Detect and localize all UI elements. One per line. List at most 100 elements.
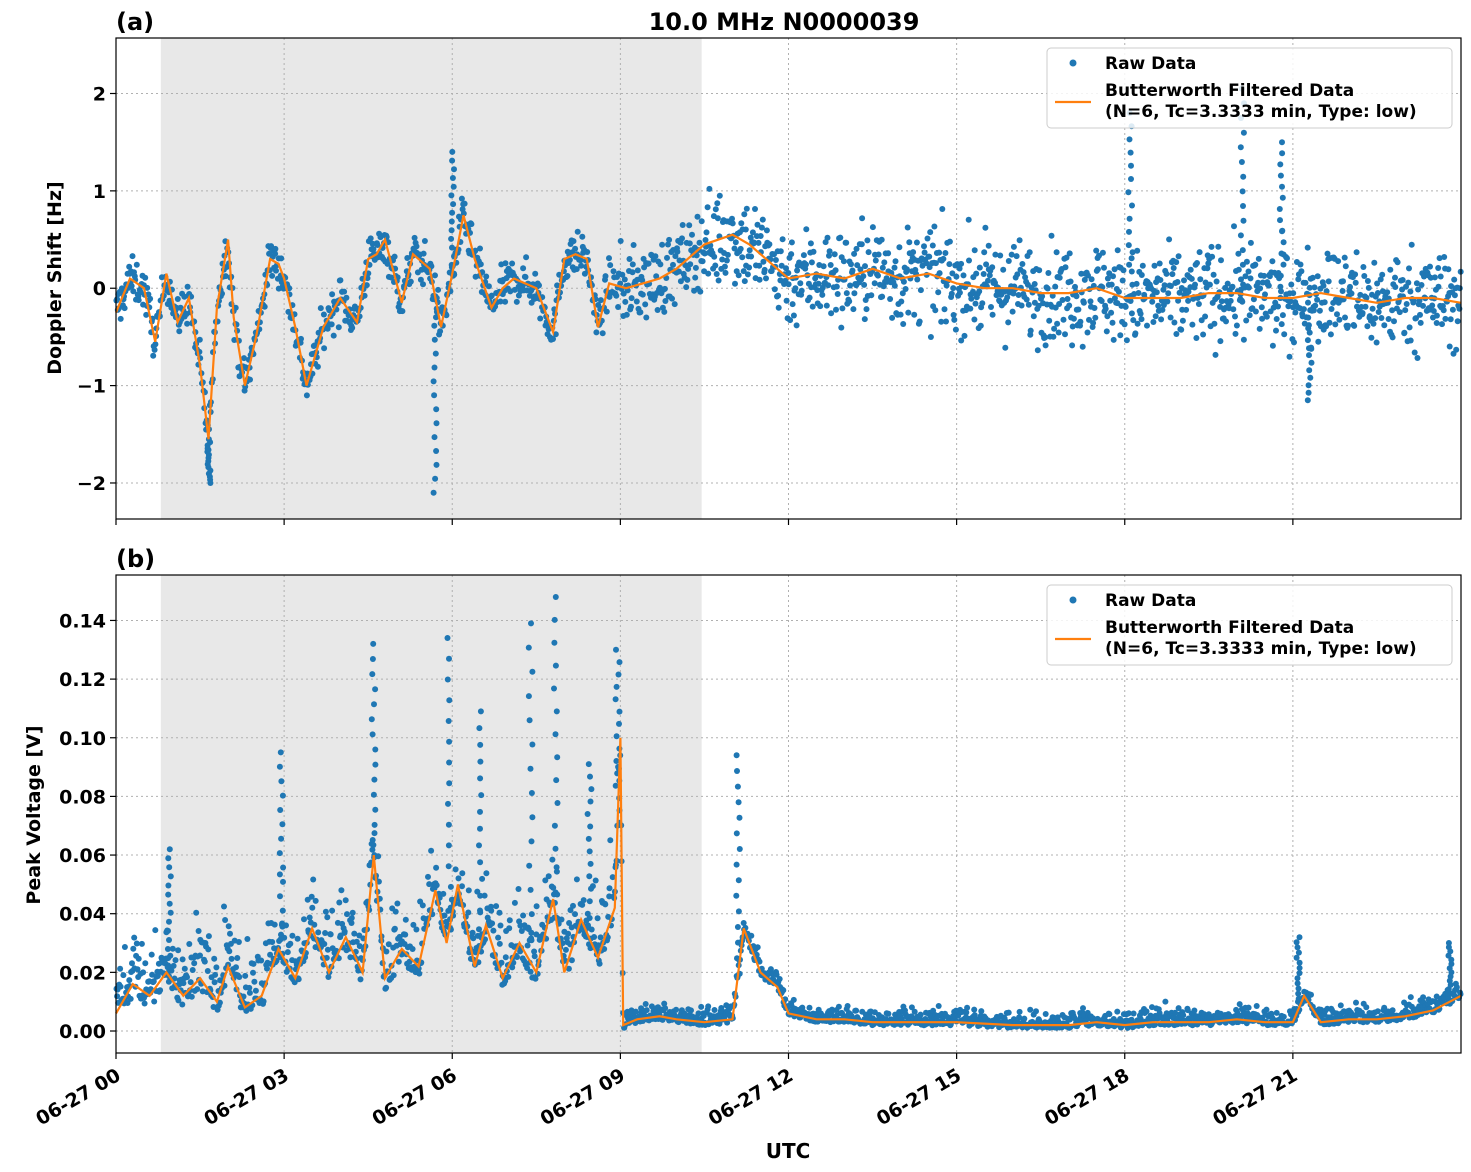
raw-data-point [1230,306,1237,313]
raw-data-point [269,272,276,279]
raw-data-extreme [433,406,440,413]
raw-data-point [763,275,769,282]
raw-data-point [785,270,792,276]
raw-data-point [1067,278,1074,285]
raw-data-point [1345,322,1351,329]
raw-data-point [675,268,682,275]
raw-data-point [284,949,291,956]
raw-data-point [1261,272,1268,279]
raw-data-extreme [277,749,284,756]
raw-data-point [904,224,911,231]
y-tick-label: 2 [93,84,106,106]
raw-data-point [1347,283,1353,290]
raw-data-extreme [1295,990,1302,997]
raw-data-extreme [554,754,561,761]
x-axis-label: UTC [766,1139,811,1163]
raw-data-point [1063,254,1070,261]
raw-data-point [1451,276,1458,283]
raw-data-point [298,335,304,342]
raw-data-point [1259,315,1266,322]
raw-data-point [459,870,466,877]
legend-b: Raw Data Butterworth Filtered Data(N=6, T… [1046,584,1453,666]
raw-data-point [329,291,336,298]
raw-data-point [545,873,552,880]
raw-data-point [722,269,729,276]
raw-data-point [157,987,164,994]
raw-data-point [147,295,154,302]
raw-data-point [1126,261,1133,268]
raw-data-extreme [372,806,379,813]
raw-data-point [1372,315,1379,322]
raw-data-point [502,298,509,305]
raw-data-point [735,272,742,279]
raw-data-point [271,921,278,928]
raw-data-point [308,893,315,900]
raw-data-point [1263,313,1270,320]
raw-data-point [809,303,816,310]
raw-data-point [875,251,882,258]
raw-data-point [1414,355,1421,361]
raw-data-point [716,192,723,199]
raw-data-extreme [734,955,740,962]
raw-data-point [311,921,318,928]
raw-data-extreme [279,821,286,828]
raw-data-extreme [1294,980,1301,987]
raw-data-point [406,958,413,965]
raw-data-point [973,270,980,277]
raw-data-point [1411,349,1418,356]
raw-data-point [596,960,603,967]
raw-data-point [1342,263,1349,270]
legend-filtered-params: (N=6, Tc=3.3333 min, Type: low) [1105,639,1417,659]
raw-data-point [1192,281,1198,288]
raw-data-point [374,242,381,248]
raw-data-point [642,1001,649,1007]
raw-data-point [1033,1008,1039,1015]
raw-data-extreme [449,175,456,181]
raw-data-point [347,954,354,961]
raw-data-point [371,830,378,837]
raw-data-point [1435,283,1442,290]
raw-data-point [489,920,496,927]
raw-data-point [579,233,586,240]
raw-data-extreme [431,364,438,371]
raw-data-point [711,1007,718,1013]
raw-data-extreme [1237,144,1244,151]
raw-data-point [839,305,846,312]
raw-data-point [312,897,319,904]
raw-data-extreme [615,671,622,678]
raw-data-point [309,904,316,911]
raw-data-point [1431,274,1438,281]
raw-data-point [659,241,666,248]
raw-data-point [1413,315,1419,322]
raw-data-extreme [448,192,455,199]
raw-data-extreme [1277,283,1284,290]
y-tick-label: −1 [77,376,106,398]
raw-data-point [465,909,472,916]
raw-data-point [1144,322,1150,329]
raw-data-point [1427,263,1433,270]
raw-data-point [1015,292,1022,298]
raw-data-point [227,930,233,937]
raw-data-point [1156,260,1163,267]
raw-data-point [1373,339,1380,346]
raw-data-point [572,911,578,918]
raw-data-point [502,260,509,267]
raw-data-point [402,931,409,938]
raw-data-point [370,246,377,253]
raw-data-point [433,882,440,889]
raw-data-point [441,912,448,919]
raw-data-point [413,926,420,933]
raw-data-point [1069,323,1076,330]
raw-data-point [1456,285,1463,292]
raw-data-point [524,942,531,949]
raw-data-point [1415,286,1422,293]
raw-data-point [1407,337,1414,344]
raw-data-extreme [166,900,173,907]
raw-data-point [628,295,635,302]
raw-data-point [330,332,337,339]
legend-filtered-label: Butterworth Filtered Data [1105,618,1354,638]
raw-data-extreme [1308,359,1315,366]
raw-data-extreme [477,909,484,916]
raw-data-extreme [432,475,439,482]
raw-data-point [1374,280,1381,287]
